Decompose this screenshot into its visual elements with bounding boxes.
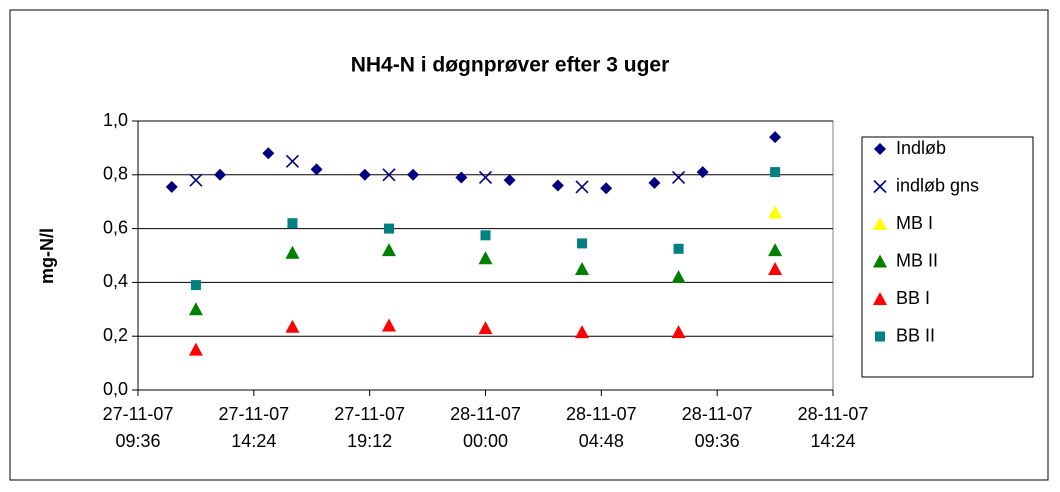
legend-marker xyxy=(873,217,887,230)
x-tick-label: 28-11-07 04:48 xyxy=(566,404,637,451)
point xyxy=(407,168,420,181)
legend-marker xyxy=(873,179,887,194)
legend-marker xyxy=(873,254,887,268)
legend-label: MB II xyxy=(896,250,938,270)
legend-label: MB I xyxy=(896,213,933,233)
point xyxy=(575,261,590,275)
point xyxy=(768,261,783,275)
x-tick-label: 27-11-07 09:36 xyxy=(103,404,174,451)
point xyxy=(455,171,468,184)
point xyxy=(480,230,491,241)
y-tick-label: 0,6 xyxy=(103,217,128,237)
point xyxy=(673,243,684,254)
point xyxy=(189,173,203,187)
legend-box xyxy=(861,136,1034,378)
point xyxy=(285,319,300,333)
point xyxy=(381,243,396,257)
point xyxy=(358,168,371,181)
x-tick-label: 28-11-07 14:24 xyxy=(798,404,869,451)
point xyxy=(165,180,178,193)
y-tick-label: 0,4 xyxy=(103,271,128,291)
y-axis-label: mg-N/l xyxy=(37,228,57,284)
point xyxy=(190,280,201,291)
point xyxy=(769,131,782,144)
x-tick-label: 28-11-07 00:00 xyxy=(450,404,521,451)
legend-label: indløb gns xyxy=(896,175,979,195)
point xyxy=(188,342,203,356)
x-tick-label: 28-11-07 09:36 xyxy=(682,404,753,451)
point xyxy=(262,147,275,160)
point xyxy=(648,176,661,189)
point xyxy=(671,270,686,284)
point xyxy=(575,325,590,339)
point xyxy=(577,238,588,249)
legend-label: BB II xyxy=(896,325,935,345)
point xyxy=(768,205,783,219)
point xyxy=(285,245,300,259)
legend-label: BB I xyxy=(896,288,930,308)
x-tick-label: 27-11-07 19:12 xyxy=(334,404,405,451)
point xyxy=(310,163,323,176)
point xyxy=(768,243,783,257)
y-tick-label: 0,2 xyxy=(103,325,128,345)
point xyxy=(285,154,300,168)
point xyxy=(575,180,589,194)
legend-marker xyxy=(873,292,887,305)
point xyxy=(696,166,709,179)
point xyxy=(381,318,396,332)
point xyxy=(478,251,493,265)
legend-marker xyxy=(874,143,886,155)
point xyxy=(188,302,203,316)
legend-label: Indløb xyxy=(896,138,946,158)
chart-title: NH4-N i døgnprøver efter 3 uger xyxy=(351,54,670,77)
point xyxy=(503,174,516,187)
y-tick-label: 0,0 xyxy=(103,379,128,399)
y-tick-label: 1,0 xyxy=(103,110,128,130)
x-tick-label: 27-11-07 14:24 xyxy=(218,404,289,451)
point xyxy=(382,168,396,182)
point xyxy=(214,168,227,181)
point xyxy=(478,170,493,185)
y-tick-label: 0,8 xyxy=(103,164,128,184)
point xyxy=(478,321,493,335)
point xyxy=(383,223,394,234)
point xyxy=(671,325,686,339)
point xyxy=(287,218,298,229)
point xyxy=(770,167,781,178)
legend-marker xyxy=(875,331,885,342)
point xyxy=(671,170,686,185)
point xyxy=(600,182,613,195)
point xyxy=(551,179,564,192)
